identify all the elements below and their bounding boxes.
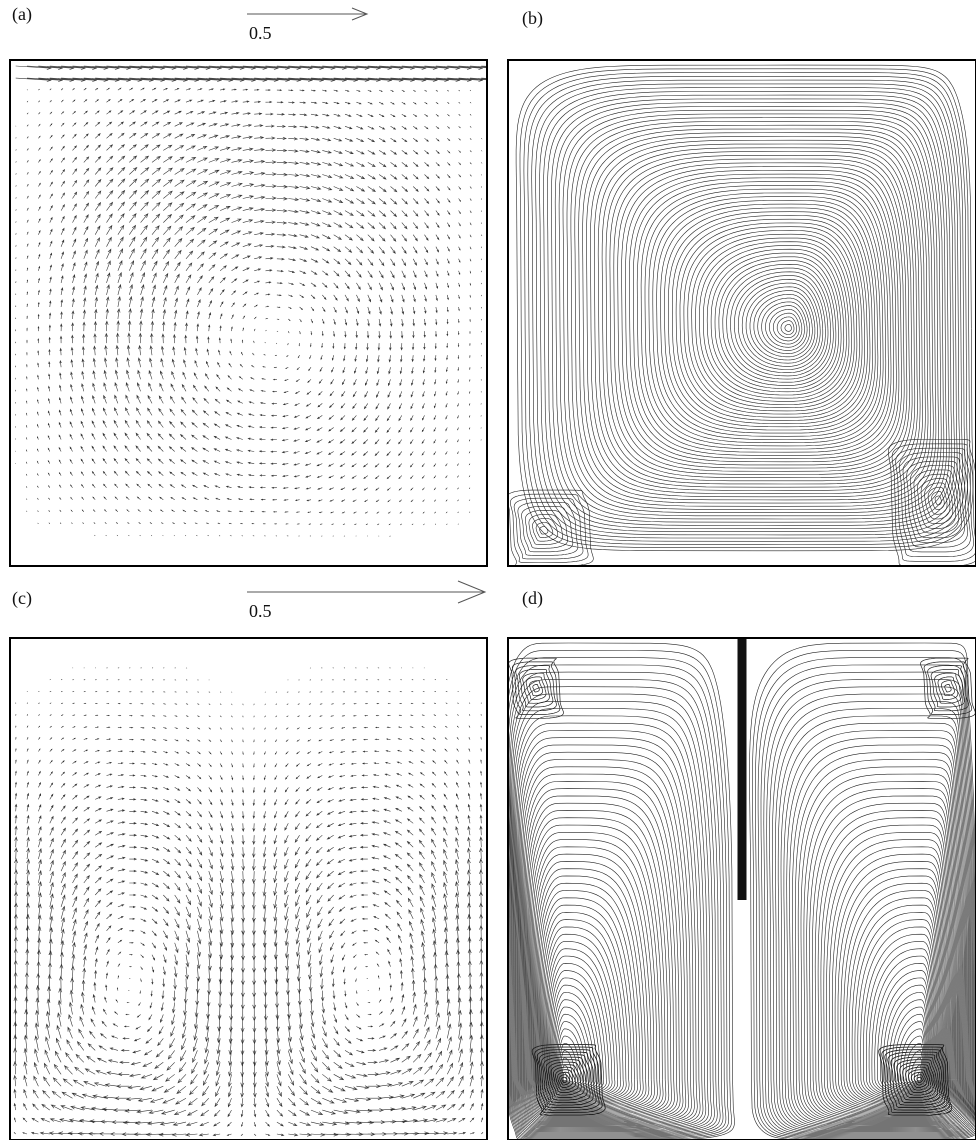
panel-label: (b)	[522, 8, 543, 29]
scale-arrow	[247, 8, 367, 20]
streamlines	[507, 490, 594, 566]
panel-label: (d)	[522, 588, 543, 609]
panel-c	[14, 668, 484, 1137]
panel-frame	[10, 638, 487, 1140]
panel-frame	[10, 60, 487, 566]
streamlines	[516, 65, 973, 551]
panel-label: (c)	[12, 588, 32, 609]
panel-a	[15, 66, 516, 536]
scale-label: 0.5	[249, 23, 272, 43]
panel-d	[505, 638, 976, 1140]
scale-arrow	[247, 581, 485, 603]
figure: (a) (b) (c) (d) 0.5 0.5	[0, 0, 976, 1140]
scale-label: 0.5	[249, 601, 272, 621]
vector-field	[14, 668, 484, 1137]
panel-label: (a)	[12, 4, 32, 25]
streamlines	[750, 643, 976, 1140]
vector-field	[15, 66, 516, 536]
panel-b	[507, 65, 976, 566]
